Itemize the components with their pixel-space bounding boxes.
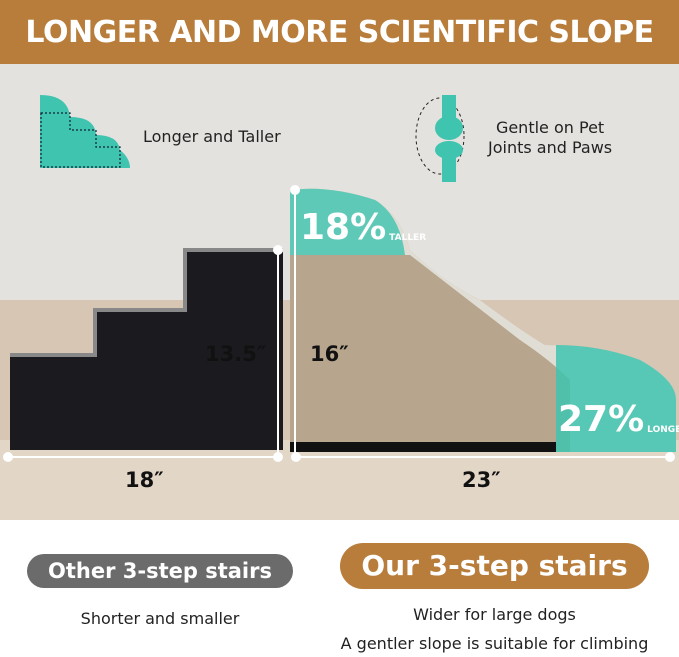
other-length-label: 18″ [125,468,164,492]
other-stairs-badge: Other 3-step stairs [27,554,293,588]
our-stairs-desc-2: A gentler slope is suitable for climbing [340,634,649,653]
feature-label-longer-taller: Longer and Taller [143,127,281,146]
our-stairs-desc-1: Wider for large dogs [413,605,576,624]
feature-label-gentle-1: Gentle on Pet [495,118,605,137]
other-stairs [10,250,283,450]
product-illustration [0,64,679,520]
our-height-label: 16″ [310,342,349,366]
page-title: LONGER AND MORE SCIENTIFIC SLOPE [0,0,679,64]
longer-label: LONGER [647,425,679,435]
our-stairs-badge: Our 3-step stairs [340,543,649,589]
product-scene: Longer and Taller Gentle on Pet Joints a… [0,64,679,520]
our-length-label: 23″ [462,468,501,492]
longer-badge: 27% LONGER [558,402,679,438]
other-stairs-desc: Shorter and smaller [80,609,240,628]
other-height-label: 13.5″ [205,342,267,366]
joint-bone-icon [415,95,465,182]
taller-percent: 18% [300,207,387,248]
stair-outline-icon [40,95,130,168]
taller-badge: 18% TALLER [300,210,426,246]
feature-label-gentle-2: Joints and Paws [488,138,613,157]
feature-gentle: Gentle on Pet Joints and Paws [488,118,612,158]
longer-percent: 27% [558,399,645,440]
taller-label: TALLER [389,233,427,243]
